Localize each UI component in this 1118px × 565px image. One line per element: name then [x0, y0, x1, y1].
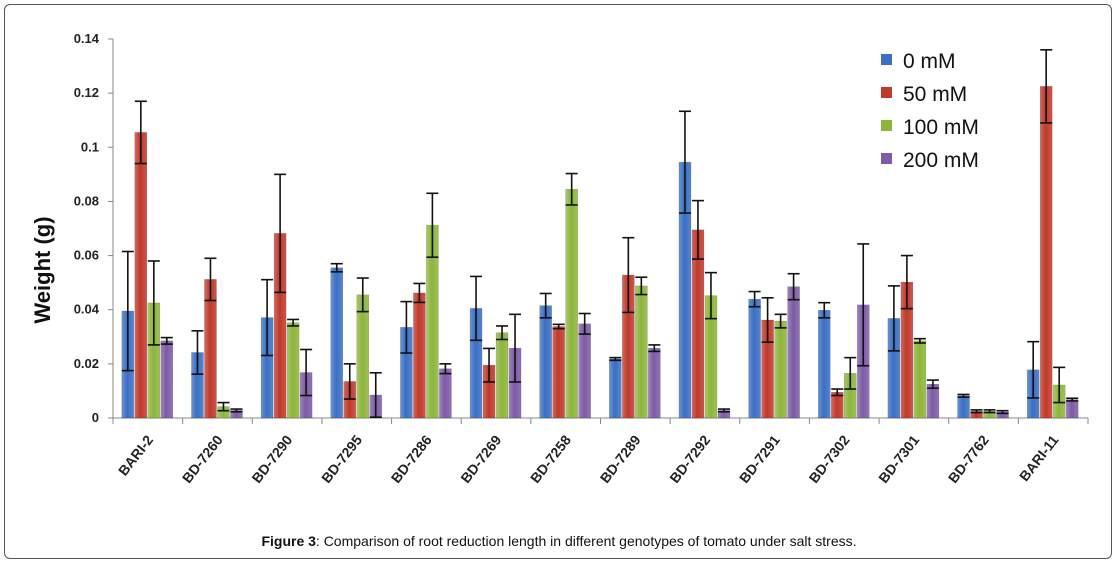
bars [121, 86, 1079, 419]
bar [774, 320, 787, 419]
bar [748, 298, 761, 419]
bar [635, 285, 648, 419]
category-label: BD-7292 [666, 432, 713, 486]
figure-caption-label: Figure 3 [261, 533, 316, 549]
bar [1065, 399, 1079, 419]
bar [913, 340, 927, 419]
y-tick-label: 0.08 [74, 193, 99, 208]
legend-swatch [881, 120, 892, 131]
legend-label: 50 mM [903, 83, 967, 106]
bar [134, 132, 148, 419]
y-tick-label: 0.02 [74, 356, 99, 371]
category-labels: BARI-2 BD-7260 BD-7290 BD-7295 BD-7286 BD-726… [115, 432, 1062, 486]
bar [356, 294, 369, 419]
bar [495, 332, 509, 419]
bar [439, 368, 452, 419]
bar [787, 286, 800, 419]
category-label: BD-7291 [736, 432, 783, 486]
category-label: BD-7762 [945, 432, 992, 486]
category-label: BD-7290 [248, 432, 295, 486]
category-label: BARI-2 [115, 432, 156, 479]
bar [818, 310, 831, 419]
bar [609, 358, 622, 419]
y-tick-label: 0.1 [81, 139, 99, 154]
x-axis [112, 417, 1089, 424]
category-label: BD-7260 [179, 432, 226, 486]
bar [648, 347, 661, 419]
category-label: BD-7269 [457, 432, 504, 486]
chart-frame [4, 4, 1112, 559]
category-label: BD-7258 [527, 432, 574, 486]
bar [578, 323, 591, 419]
legend-label: 0 mM [903, 50, 956, 73]
legend-swatch [881, 87, 892, 98]
bar [539, 305, 552, 419]
legend-label: 100 mM [903, 116, 979, 139]
bar [565, 188, 578, 419]
legend-swatch [881, 54, 892, 65]
category-label: BD-7301 [875, 432, 922, 486]
y-tick-label: 0 [92, 410, 99, 425]
category-label: BD-7302 [806, 432, 853, 486]
bar [957, 395, 970, 419]
bar [926, 383, 940, 419]
legend: 0 mM 50 mM 100 mM 200 mM [881, 50, 979, 172]
bar [1039, 86, 1053, 419]
y-tick-label: 0.06 [74, 248, 99, 263]
figure-caption-text: : Comparison of root reduction length in… [315, 533, 857, 549]
figure-caption: Figure 3: Comparison of root reduction l… [0, 533, 1118, 549]
category-label: BARI-11 [1016, 432, 1062, 484]
bar-chart: 0 0.02 0.04 0.06 0.08 0.1 0.12 0.14 BARI-2 BD-72… [30, 31, 1089, 486]
y-axis-label: Weight (g) [30, 216, 55, 323]
y-tick-label: 0.04 [74, 302, 100, 317]
legend-label: 200 mM [903, 149, 979, 172]
category-label: BD-7295 [318, 432, 365, 486]
bar [413, 292, 426, 419]
bar [286, 322, 300, 419]
category-label: BD-7289 [597, 432, 644, 486]
legend-swatch [881, 153, 892, 164]
error-bars [121, 49, 1079, 418]
y-ticks: 0 0.02 0.04 0.06 0.08 0.1 0.12 0.14 [74, 31, 113, 425]
category-label: BD-7286 [388, 432, 435, 486]
bar [330, 267, 343, 419]
y-tick-label: 0.14 [74, 31, 100, 46]
bar [160, 340, 174, 419]
y-tick-label: 0.12 [74, 85, 99, 100]
bar [552, 326, 565, 419]
